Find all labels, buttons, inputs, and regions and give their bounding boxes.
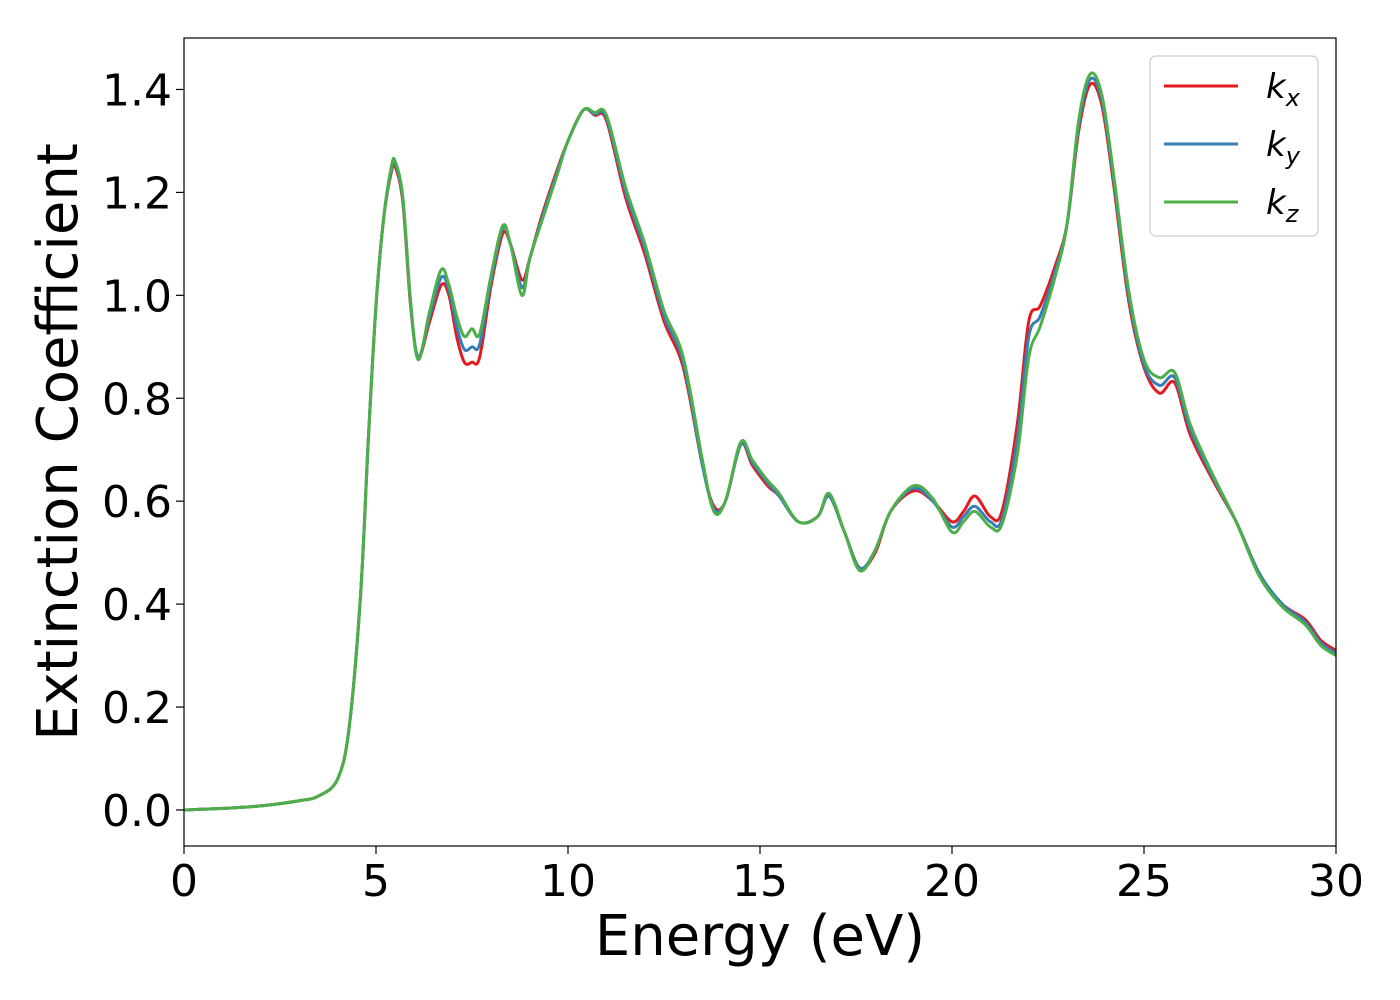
x-tick-label: 0 [170, 856, 198, 907]
x-tick-label: 5 [362, 856, 390, 907]
x-tick-label: 20 [924, 856, 980, 907]
y-tick-label: 0.0 [102, 786, 172, 837]
x-axis-title: Energy (eV) [595, 904, 925, 969]
x-tick-label: 15 [732, 856, 788, 907]
x-tick-label: 25 [1116, 856, 1172, 907]
x-axis: 0 5 10 15 20 25 30 [170, 846, 1364, 907]
x-tick-label: 30 [1308, 856, 1364, 907]
y-axis-title: Extinction Coefficient [26, 143, 91, 741]
y-tick-label: 1.2 [102, 168, 172, 219]
legend-label-kz: kz [1266, 183, 1300, 228]
y-tick-label: 1.4 [102, 65, 172, 116]
legend-label-kx: kx [1266, 67, 1301, 112]
series-line-kz [184, 71, 1336, 812]
legend-label-ky: ky [1266, 125, 1301, 170]
y-axis: 0.0 0.2 0.4 0.6 0.8 1.0 1.2 1.4 [102, 65, 184, 837]
legend: kx ky kz [1149, 55, 1319, 237]
y-tick-label: 0.8 [102, 374, 172, 425]
y-tick-label: 0.4 [102, 580, 172, 631]
y-tick-label: 1.0 [102, 271, 172, 322]
y-tick-label: 0.2 [102, 683, 172, 734]
legend-box [1149, 55, 1319, 237]
x-tick-label: 10 [540, 856, 596, 907]
y-tick-label: 0.6 [102, 477, 172, 528]
series-layer [184, 71, 1336, 812]
